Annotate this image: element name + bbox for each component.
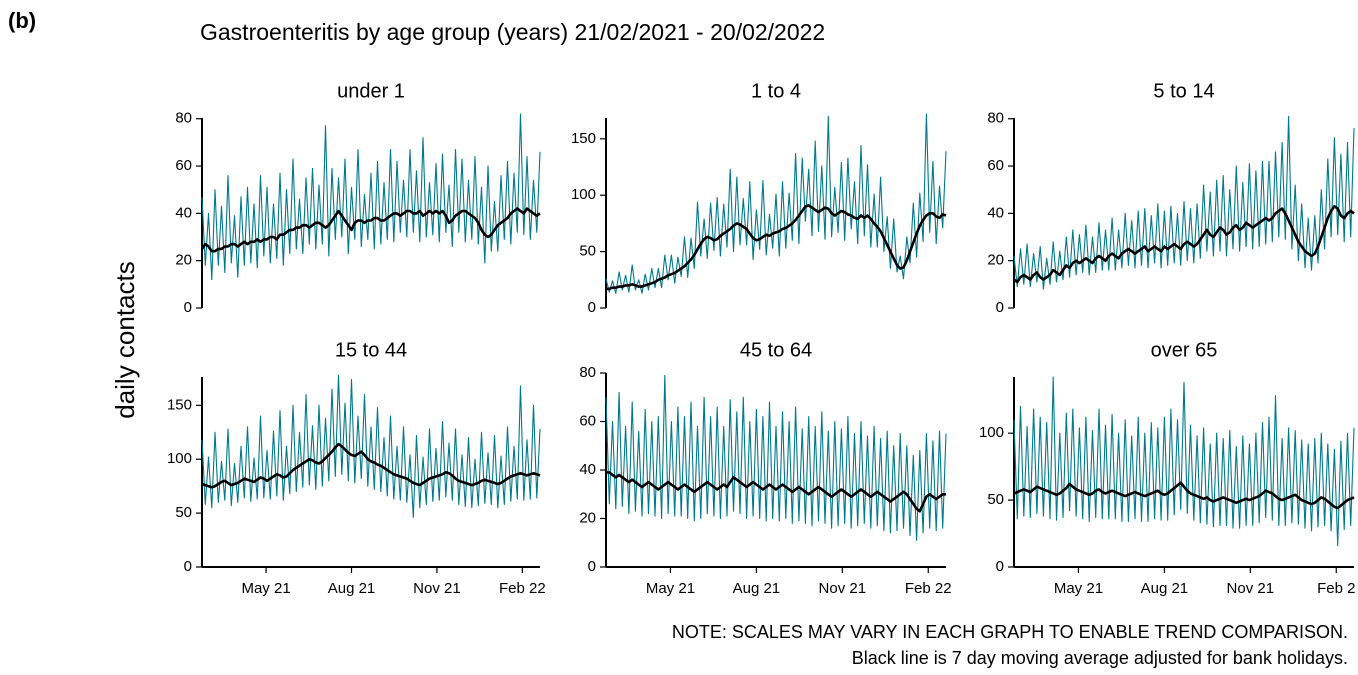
note: NOTE: SCALES MAY VARY IN EACH GRAPH TO E… (672, 622, 1348, 642)
y-tick-label: 60 (987, 157, 1004, 174)
y-axis-label: daily contacts (110, 261, 140, 419)
panel: 45 to 64 0 20 40 60 80 May 21 Aug 21 Nov 21 Feb 2… (579, 339, 951, 597)
y-tick-label: 100 (979, 424, 1004, 441)
panel: 15 to 44 0 50 100 150 May 21 Aug 21 Nov 21 Feb 2… (167, 339, 546, 597)
panel-title: 15 to 44 (335, 339, 407, 361)
panel: under 1 0 20 40 60 80 (175, 80, 541, 316)
x-tick-label: Nov 21 (1227, 580, 1275, 597)
x-tick-label: May 21 (1054, 580, 1103, 597)
y-tick-label: 60 (579, 412, 596, 429)
y-tick-label: 80 (579, 364, 596, 381)
y-tick-label: 150 (167, 396, 192, 413)
y-tick-label: 20 (175, 252, 192, 269)
panel-title: 5 to 14 (1153, 80, 1214, 102)
y-tick-label: 20 (579, 509, 596, 526)
panel-title: over 65 (1151, 339, 1218, 361)
x-tick-label: Feb 22 (499, 580, 546, 597)
x-tick-label: May 21 (646, 580, 695, 597)
y-tick-label: 0 (996, 299, 1004, 316)
panel-title: 45 to 64 (740, 339, 812, 361)
y-tick-label: 0 (184, 299, 192, 316)
panel-title: 1 to 4 (751, 80, 801, 102)
y-tick-label: 0 (996, 558, 1004, 575)
y-tick-label: 50 (579, 243, 596, 260)
x-tick-label: May 21 (241, 580, 290, 597)
figure-label: (b) (8, 8, 36, 33)
y-tick-label: 40 (987, 204, 1004, 221)
x-tick-label: Aug 21 (328, 580, 376, 597)
moving-average-line (201, 442, 541, 489)
x-tick-label: Nov 21 (413, 580, 461, 597)
panel: over 65 0 50 100 May 21 Aug 21 Nov 21 Feb 2 (979, 339, 1355, 597)
y-tick-label: 150 (571, 130, 596, 147)
y-tick-label: 0 (588, 558, 596, 575)
x-tick-label: Feb 2 (1317, 580, 1355, 597)
y-tick-label: 0 (588, 299, 596, 316)
y-tick-label: 60 (175, 157, 192, 174)
panel-title: under 1 (337, 80, 405, 102)
y-tick-label: 20 (987, 252, 1004, 269)
daily-line (201, 113, 541, 281)
y-tick-label: 100 (167, 450, 192, 467)
chart-title: Gastroenteritis by age group (years) 21/… (200, 19, 825, 45)
daily-line (605, 374, 947, 541)
daily-line (1013, 376, 1355, 547)
x-tick-label: Feb 22 (905, 580, 952, 597)
panel: 5 to 14 0 20 40 60 80 (987, 80, 1355, 316)
y-tick-label: 80 (175, 110, 192, 127)
daily-line (1013, 115, 1355, 290)
y-tick-label: 50 (987, 491, 1004, 508)
moving-average-line (1013, 481, 1355, 510)
x-tick-label: Aug 21 (1141, 580, 1189, 597)
moving-average-line (606, 204, 947, 291)
note: Black line is 7 day moving average adjus… (852, 648, 1348, 668)
moving-average-line (1013, 205, 1355, 284)
panel: 1 to 4 0 50 100 150 (571, 80, 947, 316)
y-tick-label: 100 (571, 186, 596, 203)
moving-average-line (606, 471, 946, 513)
y-tick-label: 80 (987, 110, 1004, 127)
moving-average-line (200, 207, 541, 253)
x-tick-label: Aug 21 (733, 580, 781, 597)
y-tick-label: 50 (175, 504, 192, 521)
daily-line (605, 113, 947, 294)
x-tick-label: Nov 21 (819, 580, 867, 597)
daily-line (201, 374, 541, 518)
y-tick-label: 40 (579, 461, 596, 478)
y-tick-label: 40 (175, 204, 192, 221)
y-tick-label: 0 (184, 558, 192, 575)
